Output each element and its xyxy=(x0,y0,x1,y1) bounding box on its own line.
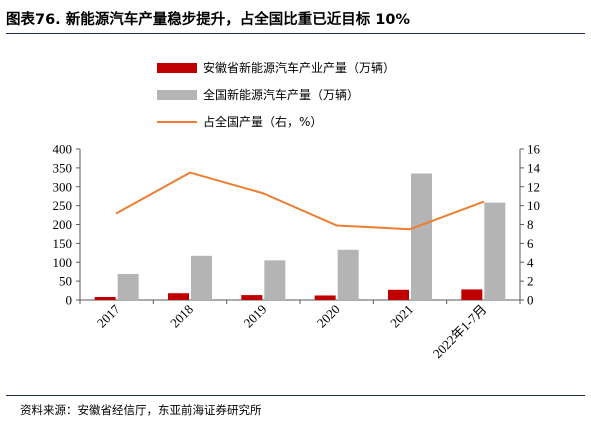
legend: 安徽省新能源汽车产业产量（万辆） 全国新能源汽车产量（万辆） 占全国产量（右，%… xyxy=(157,60,395,129)
bar-national xyxy=(117,273,139,300)
source-rule xyxy=(6,395,585,396)
x-tick-label: 2019 xyxy=(240,302,269,331)
title-rule xyxy=(6,33,585,34)
bar-national xyxy=(264,260,286,300)
legend-label-share: 占全国产量（右，%） xyxy=(203,114,322,129)
y-right-tick-label: 10 xyxy=(527,198,540,213)
y-right-tick-label: 16 xyxy=(527,142,541,157)
bar-anhui xyxy=(314,295,336,300)
y-right-tick-label: 6 xyxy=(527,236,534,251)
share-line-segment xyxy=(262,192,338,227)
x-tick-label: 2017 xyxy=(94,301,123,330)
y-left-tick-label: 400 xyxy=(53,142,73,157)
bar-national xyxy=(484,202,506,300)
figure-title: 图表76. 新能源汽车产量稳步提升，占全国比重已近目标 10% xyxy=(6,12,410,28)
bar-anhui xyxy=(168,293,189,300)
bar-anhui xyxy=(388,289,409,300)
y-left-tick-label: 150 xyxy=(53,236,73,251)
y-left-tick-label: 0 xyxy=(66,293,73,308)
x-tick-label: 2018 xyxy=(167,302,196,331)
bar-anhui xyxy=(461,289,483,300)
y-right-tick-label: 0 xyxy=(527,293,534,308)
share-line-segment xyxy=(189,171,265,195)
y-left-tick-label: 200 xyxy=(53,217,73,232)
bar-national xyxy=(337,249,359,300)
x-tick-label: 2021 xyxy=(387,302,416,331)
y-left-tick-label: 50 xyxy=(59,274,72,289)
y-right-tick-label: 12 xyxy=(527,179,540,194)
y-right-tick-label: 14 xyxy=(527,160,541,175)
share-line-segment xyxy=(115,171,191,215)
legend-label-anhui: 安徽省新能源汽车产业产量（万辆） xyxy=(203,60,395,75)
bar-national xyxy=(191,255,212,300)
bar-national xyxy=(411,173,432,300)
x-tick-label: 2022年1-7月 xyxy=(430,302,490,362)
y-left-tick-label: 300 xyxy=(53,179,73,194)
y-right-tick-label: 8 xyxy=(527,217,534,232)
legend-swatch-anhui xyxy=(157,63,197,73)
x-tick-label: 2020 xyxy=(314,302,343,331)
y-right-tick-label: 4 xyxy=(527,255,534,270)
legend-swatch-national xyxy=(157,90,197,100)
share-line-segment xyxy=(335,224,411,231)
y-left-tick-label: 250 xyxy=(53,198,73,213)
bar-anhui xyxy=(241,295,263,300)
y-left-tick-label: 350 xyxy=(53,160,73,175)
source-note: 资料来源：安徽省经信厅，东亚前海证券研究所 xyxy=(20,403,262,417)
y-left-tick-label: 100 xyxy=(53,255,73,270)
legend-label-national: 全国新能源汽车产量（万辆） xyxy=(203,87,359,102)
bar-anhui xyxy=(94,296,116,300)
plot-area: 0 50 100 150 200 250 300 350 400 0 2 4 6 8 10 12 14 16 201… xyxy=(53,142,541,362)
share-line-segment xyxy=(409,200,485,231)
y-right-tick-label: 2 xyxy=(527,274,534,289)
